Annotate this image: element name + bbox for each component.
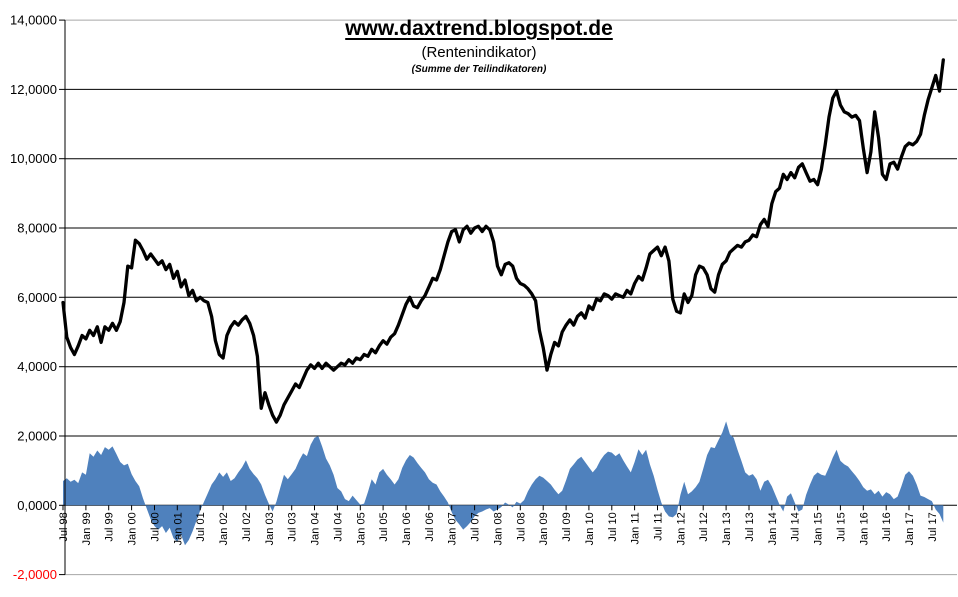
- x-axis-tick-label: Jan 16: [858, 512, 870, 545]
- x-axis-tick-label: Jan 15: [813, 512, 825, 545]
- x-axis-tick-label: Jan 07: [447, 512, 459, 545]
- y-axis-tick-label: 4,0000: [17, 359, 57, 374]
- x-axis-tick-label: Jul 13: [744, 512, 756, 541]
- x-axis-tick-label: Jul 99: [104, 512, 116, 541]
- x-axis-tick-label: Jul 05: [378, 512, 390, 541]
- chart-title: www.daxtrend.blogspot.de: [345, 17, 613, 40]
- x-axis-tick-label: Jul 11: [653, 512, 665, 541]
- x-axis-tick-label: Jan 11: [630, 512, 642, 544]
- x-axis-tick-label: Jul 08: [515, 512, 527, 541]
- x-axis-tick-label: Jan 08: [493, 512, 505, 545]
- x-axis-tick-label: Jul 09: [561, 512, 573, 541]
- x-axis-tick-label: Jul 03: [287, 512, 299, 541]
- x-axis-tick-label: Jan 13: [721, 512, 733, 545]
- x-axis-tick-label: Jul 02: [241, 512, 253, 541]
- x-axis-tick-label: Jan 09: [538, 512, 550, 545]
- y-axis-tick-label: 12,0000: [10, 82, 57, 97]
- y-axis-tick-label: 2,0000: [17, 429, 57, 444]
- x-axis-tick-label: Jan 17: [904, 512, 916, 545]
- x-axis-tick-label: Jan 14: [767, 512, 779, 545]
- x-axis-tick-label: Jan 03: [264, 512, 276, 545]
- x-axis-tick-label: Jan 04: [310, 512, 322, 545]
- x-axis-tick-label: Jul 10: [607, 512, 619, 541]
- x-axis-tick-label: Jan 06: [401, 512, 413, 545]
- x-axis-tick-label: Jan 10: [584, 512, 596, 545]
- x-axis-tick-label: Jul 04: [332, 512, 344, 541]
- y-axis-tick-label: 8,0000: [17, 221, 57, 236]
- y-axis-tick-label: 0,0000: [17, 498, 57, 513]
- x-axis-tick-label: Jan 99: [81, 512, 93, 545]
- x-axis-tick-label: Jan 02: [218, 512, 230, 545]
- chart-subtitle: (Rentenindikator): [421, 44, 537, 62]
- x-axis-tick-label: Jul 16: [881, 512, 893, 541]
- x-axis-tick-label: Jan 12: [675, 512, 687, 545]
- y-axis-tick-label: 6,0000: [17, 290, 57, 305]
- x-axis-tick-label: Jul 98: [58, 512, 70, 541]
- x-axis-tick-label: Jul 12: [698, 512, 710, 541]
- x-axis-tick-label: Jul 01: [195, 512, 207, 541]
- x-axis-tick-label: Jul 07: [470, 512, 482, 541]
- x-axis-tick-label: Jan 01: [172, 512, 184, 545]
- indicator-line-series: [61, 58, 945, 424]
- x-axis-tick-label: Jul 14: [790, 512, 802, 541]
- x-axis-tick-label: Jan 00: [127, 512, 139, 545]
- y-axis-tick-label: 10,0000: [10, 151, 57, 166]
- teilindikator-area-series: [63, 421, 944, 546]
- chart-title-block: www.daxtrend.blogspot.de (Rentenindikato…: [0, 17, 958, 76]
- x-axis-tick-label: Jul 00: [150, 512, 162, 541]
- x-axis-tick-label: Jul 06: [424, 512, 436, 541]
- y-axis-tick-label: -2,0000: [13, 567, 57, 582]
- x-axis-tick-label: Jul 17: [927, 512, 939, 541]
- x-axis-tick-label: Jan 05: [355, 512, 367, 545]
- y-axis-tick-label: 14,0000: [10, 13, 57, 28]
- x-axis-tick-label: Jul 15: [835, 512, 847, 541]
- chart-subsubtitle: (Summe der Teilindikatoren): [411, 64, 547, 76]
